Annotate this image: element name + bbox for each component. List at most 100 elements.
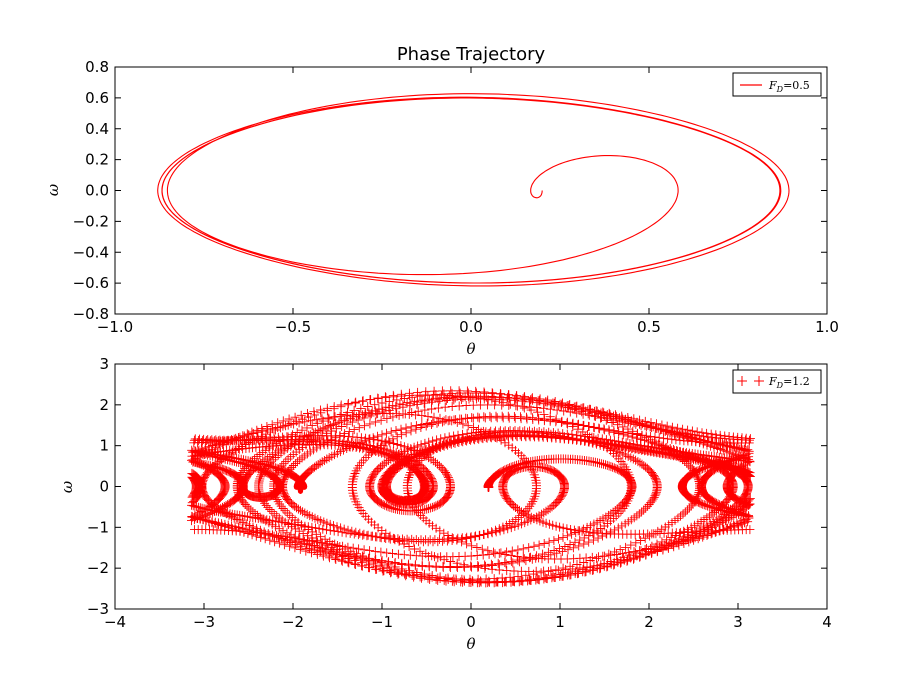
bottom-series-point <box>401 454 411 464</box>
bottom-series-point <box>647 548 657 558</box>
bottom-series-point <box>462 539 472 549</box>
bottom-series-point <box>632 511 642 521</box>
bottom-series-point <box>422 504 432 514</box>
bottom-series-point <box>625 418 635 428</box>
bottom-series-point <box>597 459 607 469</box>
bottom-series-point <box>579 533 589 543</box>
top-ticks: −1.0 −0.5 0.0 0.5 1.0 −0.8 −0.6 −0.4 −0.2 0.0 0.2 0… <box>73 58 839 336</box>
bottom-series-point <box>447 416 457 426</box>
bottom-series-point <box>267 507 277 517</box>
bottom-series-point <box>637 507 647 517</box>
bottom-series-point <box>533 574 543 584</box>
bottom-series-point <box>457 414 466 424</box>
bottom-series-point <box>285 510 295 520</box>
bottom-series-point <box>573 420 583 430</box>
bottom-series-point <box>599 459 608 469</box>
bottom-series-point <box>650 432 660 442</box>
top-legend: FD=0.5 <box>732 72 822 97</box>
bottom-series-point <box>471 386 481 396</box>
bottom-series-point <box>529 569 538 579</box>
bottom-series-point <box>316 538 326 548</box>
bottom-series-point <box>519 392 529 402</box>
bottom-series-point <box>727 505 737 515</box>
bottom-series-point <box>346 546 356 556</box>
bottom-series-point <box>420 405 430 415</box>
bottom-series-point <box>331 555 341 564</box>
bottom-series-point <box>684 503 694 513</box>
bottom-series-point <box>723 460 733 470</box>
bottom-series-point <box>239 527 249 537</box>
bottom-series-point <box>286 538 296 548</box>
bottom-series-point <box>544 566 553 576</box>
bottom-series-point <box>594 409 603 419</box>
bottom-series-point <box>695 524 705 534</box>
bottom-series-point <box>455 388 465 398</box>
bottom-series-point <box>605 410 615 420</box>
bottom-series-point <box>372 532 382 542</box>
bottom-series-point <box>532 398 542 408</box>
bottom-series-point <box>540 572 550 582</box>
bottom-series-point <box>548 466 558 476</box>
bottom-series-point <box>379 566 389 576</box>
bottom-series-point <box>420 438 430 448</box>
bottom-series-point <box>483 578 493 588</box>
bottom-series-point <box>339 524 349 534</box>
bottom-series-point <box>305 416 315 426</box>
bottom-series-point <box>411 551 421 561</box>
bottom-series-point <box>397 456 407 466</box>
bottom-series-point <box>268 530 277 540</box>
bottom-series-point <box>282 528 292 538</box>
top-ytick-label: −0.6 <box>73 274 109 292</box>
bottom-series-point <box>359 545 369 555</box>
bottom-series-point <box>525 501 535 511</box>
bottom-series-point <box>274 538 284 548</box>
top-ytick-label: −0.2 <box>73 212 109 230</box>
bottom-series-point <box>268 424 278 434</box>
bottom-series-point <box>522 412 531 422</box>
bottom-series-point <box>347 417 357 427</box>
bottom-series-point <box>303 412 313 422</box>
bottom-series-point <box>522 414 532 424</box>
bottom-series-point <box>399 550 409 560</box>
bottom-series-point <box>615 558 625 568</box>
bottom-series-point <box>276 534 286 544</box>
bottom-series-point <box>302 531 312 541</box>
bottom-series-point <box>344 558 354 568</box>
bottom-series-point <box>599 521 609 531</box>
bottom-series-point <box>637 430 647 440</box>
bottom-series-point <box>528 415 538 424</box>
bottom-series-point <box>305 511 315 521</box>
bottom-series-point <box>525 397 534 407</box>
bottom-series-point <box>670 428 680 438</box>
bottom-series-point <box>367 531 377 541</box>
bottom-series-point <box>289 419 299 429</box>
bottom-series-point <box>281 456 291 466</box>
bottom-series-point <box>501 520 511 530</box>
bottom-series-point <box>365 419 375 429</box>
bottom-series-point <box>587 565 597 575</box>
bottom-series-point <box>534 540 544 550</box>
bottom-series-point <box>421 387 431 397</box>
bottom-series-point <box>745 468 755 478</box>
bottom-series-point <box>283 420 293 430</box>
bottom-series-point <box>539 539 549 548</box>
bottom-xlabel: θ <box>466 635 475 653</box>
bottom-series-point <box>420 495 430 505</box>
bottom-series-point <box>246 505 256 515</box>
bottom-series-point <box>272 511 282 521</box>
bottom-series-point <box>261 467 271 477</box>
bottom-series-point <box>674 430 684 439</box>
chart-title: Phase Trajectory <box>397 44 546 65</box>
bottom-series-point <box>596 524 606 533</box>
bottom-series-point <box>439 416 449 426</box>
bottom-series-point <box>519 554 529 564</box>
top-xtick-label: 0.5 <box>637 318 661 336</box>
bottom-series-point <box>494 524 504 534</box>
bottom-series-point <box>331 424 341 434</box>
bottom-series-point <box>686 522 696 532</box>
bottom-series-point <box>631 433 641 443</box>
bottom-series-point <box>691 526 701 536</box>
bottom-series-point <box>631 455 641 465</box>
bottom-series-point <box>550 467 559 477</box>
bottom-series-point <box>352 549 361 559</box>
